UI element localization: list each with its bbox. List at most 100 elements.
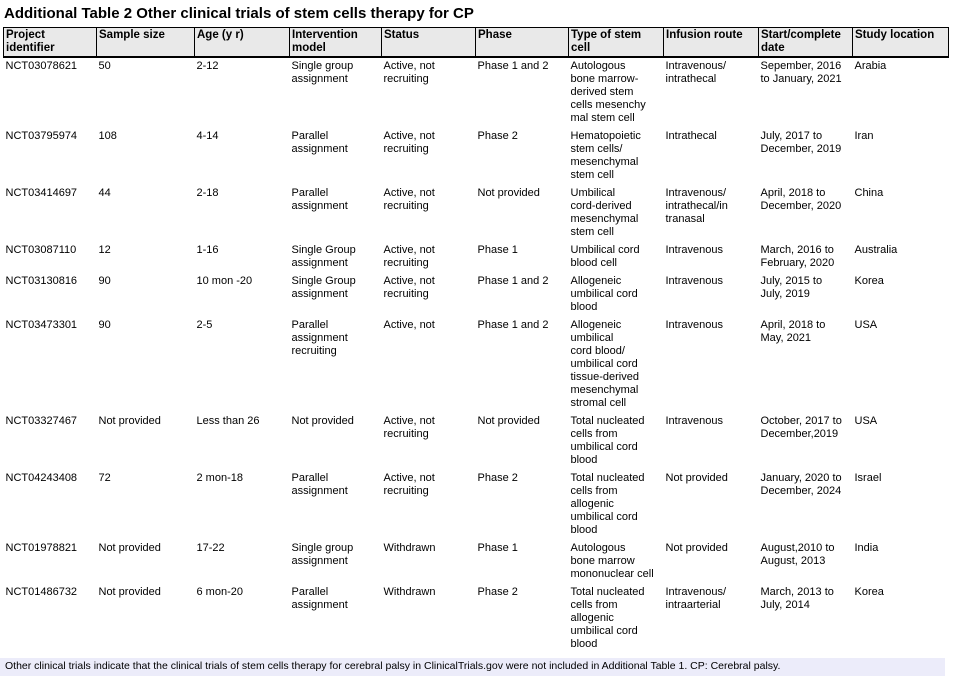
cell-intervention-model: Single group assignment [291,60,354,85]
cell-age: Less than 26 [196,415,260,427]
cell-infusion-route: Intravenous/ intrathecal [665,60,727,85]
cell-stem-cell-type: Allogeneic umbilical cord blood [570,275,638,313]
cell-status: Active, not recruiting [383,472,435,497]
table-body: NCT03078621 50 2-12 Single group assignment… [4,57,949,654]
cell-intervention-model: Parallel assignment [291,586,348,611]
header-row: Project identifier Sample size Age (y r) In… [3,27,949,58]
cell-phase: Phase 2 [477,586,518,598]
cell-start-complete-date: March, 2013 to July, 2014 [760,586,834,611]
cell-status: Active, not recruiting [383,130,435,155]
column-header-infusion-route: Infusion route [663,27,759,58]
cell-study-location: Korea [854,275,884,287]
cell-status: Withdrawn [383,542,436,554]
cell-phase: Phase 2 [477,130,518,142]
cell-stem-cell-type: Total nucleated cells from umbilical cor… [570,415,645,466]
cell-stem-cell-type: Autologous bone marrow mononuclear cell [570,542,654,580]
cell-study-location: Korea [854,586,884,598]
cell-status: Withdrawn [383,586,436,598]
cell-infusion-route: Intravenous/ intrathecal/in tranasal [665,187,728,225]
cell-status: Active, not recruiting [383,60,435,85]
table-row: NCT03087110 12 1-16 Single Group assignment… [4,242,949,273]
cell-sample-size: 90 [98,275,111,287]
cell-start-complete-date: August,2010 to August, 2013 [760,542,835,567]
cell-infusion-route: Intravenous [665,415,723,427]
cell-phase: Phase 1 and 2 [477,275,549,287]
cell-stem-cell-type: Autologous bone marrow- derived stem cel… [570,60,646,124]
cell-study-location: USA [854,319,878,331]
page: Additional Table 2 Other clinical trials… [0,5,953,698]
cell-phase: Phase 1 and 2 [477,60,549,72]
column-header-intervention-model: Intervention model [289,27,382,58]
cell-intervention-model: Single group assignment [291,542,354,567]
cell-sample-size: 72 [98,472,111,484]
cell-status: Active, not [383,319,435,331]
cell-stem-cell-type: Total nucleated cells from allogenic umb… [570,586,645,650]
table-row: NCT03130816 90 10 mon -20 Single Group assi… [4,273,949,317]
cell-study-location: Iran [854,130,874,142]
cell-phase: Not provided [477,415,540,427]
cell-infusion-route: Not provided [665,542,728,554]
cell-sample-size: Not provided [98,415,161,427]
cell-project-identifier: NCT03795974 [5,130,78,142]
table-header: Project identifier Sample size Age (y r) In… [3,27,949,58]
cell-study-location: USA [854,415,878,427]
cell-study-location: Australia [854,244,898,256]
cell-phase: Phase 2 [477,472,518,484]
cell-age: 10 mon -20 [196,275,253,287]
cell-age: 2-12 [196,60,219,72]
cell-study-location: China [854,187,884,199]
cell-study-location: India [854,542,879,554]
cell-start-complete-date: July, 2017 to December, 2019 [760,130,842,155]
cell-sample-size: 108 [98,130,117,142]
cell-sample-size: Not provided [98,542,161,554]
cell-sample-size: 44 [98,187,111,199]
cell-infusion-route: Intrathecal [665,130,717,142]
cell-phase: Phase 1 [477,542,518,554]
cell-intervention-model: Parallel assignment [291,130,348,155]
table-footnote: Other clinical trials indicate that the … [0,658,945,676]
cell-project-identifier: NCT01978821 [5,542,78,554]
cell-infusion-route: Not provided [665,472,728,484]
cell-intervention-model: Parallel assignment recruiting [291,319,348,357]
cell-study-location: Arabia [854,60,887,72]
cell-stem-cell-type: Umbilical cord-derived mesenchymal stem … [570,187,639,238]
cell-start-complete-date: October, 2017 to December,2019 [760,415,842,440]
table-row: NCT01486732 Not provided 6 mon-20 Parallel … [4,584,949,654]
cell-study-location: Israel [854,472,882,484]
cell-stem-cell-type: Umbilical cord blood cell [570,244,640,269]
cell-start-complete-date: March, 2016 to February, 2020 [760,244,835,269]
table-row: NCT03327467 Not provided Less than 26 Not p… [4,413,949,470]
cell-sample-size: 90 [98,319,111,331]
column-header-age: Age (y r) [194,27,290,58]
cell-phase: Phase 1 [477,244,518,256]
cell-intervention-model: Single Group assignment [291,275,356,300]
column-header-status: Status [381,27,476,58]
cell-start-complete-date: April, 2018 to December, 2020 [760,187,842,212]
cell-project-identifier: NCT03473301 [5,319,78,331]
cell-stem-cell-type: Total nucleated cells from allogenic umb… [570,472,645,536]
table-row: NCT03473301 90 2-5 Parallel assignment recr… [4,317,949,413]
table-row: NCT03078621 50 2-12 Single group assignment… [4,57,949,128]
column-header-stem-cell-type: Type of stem cell [568,27,664,58]
cell-phase: Phase 1 and 2 [477,319,549,331]
column-header-project-identifier: Project identifier [3,27,97,58]
cell-status: Active, not recruiting [383,187,435,212]
cell-phase: Not provided [477,187,540,199]
cell-project-identifier: NCT03414697 [5,187,78,199]
clinical-trials-table: Project identifier Sample size Age (y r) In… [3,27,949,654]
cell-infusion-route: Intravenous [665,244,723,256]
cell-intervention-model: Single Group assignment [291,244,356,269]
cell-infusion-route: Intravenous [665,275,723,287]
table-row: NCT04243408 72 2 mon-18 Parallel assignment… [4,470,949,540]
cell-intervention-model: Parallel assignment [291,187,348,212]
column-header-sample-size: Sample size [96,27,195,58]
table-title: Additional Table 2 Other clinical trials… [4,5,474,22]
cell-age: 1-16 [196,244,219,256]
cell-sample-size: 12 [98,244,111,256]
column-header-study-location: Study location [852,27,949,58]
cell-intervention-model: Not provided [291,415,354,427]
cell-project-identifier: NCT04243408 [5,472,78,484]
table-row: NCT01978821 Not provided 17-22 Single group… [4,540,949,584]
cell-start-complete-date: July, 2015 to July, 2019 [760,275,823,300]
cell-status: Active, not recruiting [383,415,435,440]
